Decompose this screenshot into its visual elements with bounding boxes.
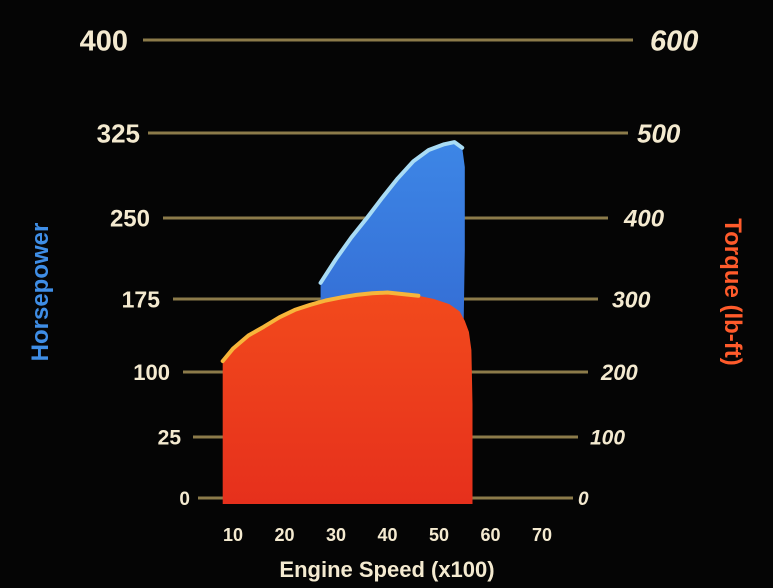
- torque-area: [222, 292, 473, 504]
- left-tick-label: 400: [80, 25, 128, 57]
- tick-labels: 0 25 100 175 250 325 400 0 100 200 300 400 500 600 10 2…: [80, 25, 699, 545]
- x-axis-title: Engine Speed (x100): [279, 557, 494, 582]
- right-tick-label: 300: [612, 286, 651, 312]
- left-tick-label: 250: [110, 206, 150, 233]
- right-tick-label: 500: [637, 118, 681, 148]
- x-tick-label: 40: [377, 525, 397, 545]
- right-tick-label: 400: [623, 206, 665, 233]
- right-tick-label: 600: [650, 25, 698, 57]
- x-tick-label: 60: [480, 525, 500, 545]
- left-tick-label: 25: [158, 427, 182, 450]
- left-axis-title: Horsepower: [27, 223, 54, 362]
- series-areas: [220, 140, 473, 504]
- horsepower-edge: [318, 140, 465, 285]
- right-axis-title: Torque (lb-ft): [719, 218, 746, 366]
- x-tick-label: 20: [274, 525, 294, 545]
- x-tick-label: 10: [223, 525, 243, 545]
- x-tick-label: 70: [532, 525, 552, 545]
- right-tick-label: 0: [578, 489, 589, 510]
- left-tick-label: 100: [133, 360, 170, 385]
- x-tick-label: 50: [429, 525, 449, 545]
- x-tick-label: 30: [326, 525, 346, 545]
- torque-edge: [220, 290, 421, 364]
- right-tick-label: 100: [590, 427, 625, 450]
- left-tick-label: 0: [179, 489, 190, 510]
- left-tick-label: 325: [97, 118, 140, 148]
- right-tick-label: 200: [600, 360, 638, 385]
- left-tick-label: 175: [122, 286, 161, 312]
